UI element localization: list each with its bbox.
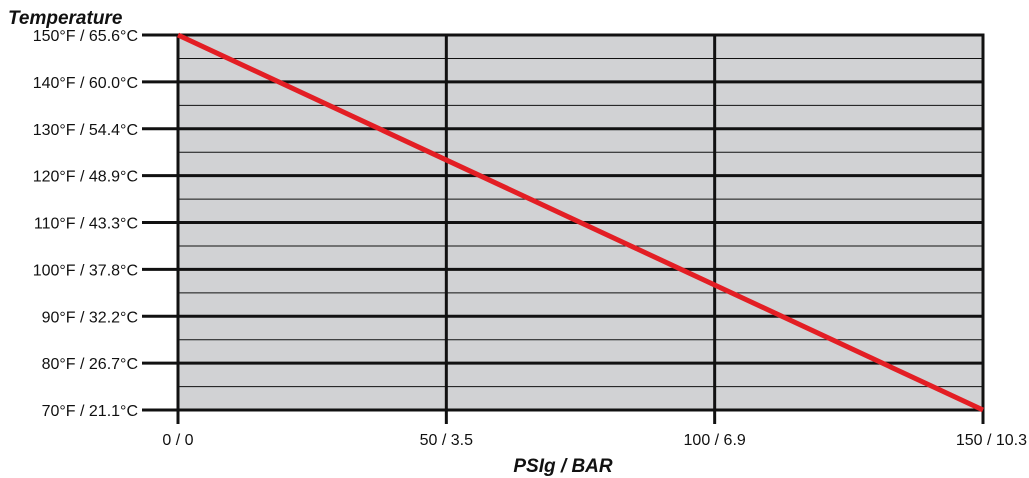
series-line xyxy=(176,32,985,413)
x-tick-label: 100 / 6.9 xyxy=(684,432,746,449)
x-axis-title: PSIg / BAR xyxy=(513,456,613,477)
x-tick-label: 150 / 10.3 xyxy=(956,432,1027,449)
y-tick-label: 120°F / 48.9°C xyxy=(33,169,138,186)
y-tick-label: 140°F / 60.0°C xyxy=(33,75,138,92)
series xyxy=(176,32,985,413)
y-tick-label: 110°F / 43.3°C xyxy=(34,216,138,233)
y-tick-label: 80°F / 26.7°C xyxy=(42,356,138,373)
y-tick-label: 70°F / 21.1°C xyxy=(42,403,138,420)
x-tick-label: 0 / 0 xyxy=(162,432,193,449)
y-tick-label: 130°F / 54.4°C xyxy=(33,122,138,139)
axis-ticks: 70°F / 21.1°C 80°F / 26.7°C 90°F / 32.2°C 1… xyxy=(33,28,1027,449)
y-tick-label: 100°F / 37.8°C xyxy=(33,262,138,279)
y-tick-label: 90°F / 32.2°C xyxy=(42,309,138,326)
y-tick-label: 150°F / 65.6°C xyxy=(33,28,138,45)
x-tick-label: 50 / 3.5 xyxy=(420,432,473,449)
grid xyxy=(176,33,985,412)
y-axis-title: Temperature xyxy=(8,8,123,29)
